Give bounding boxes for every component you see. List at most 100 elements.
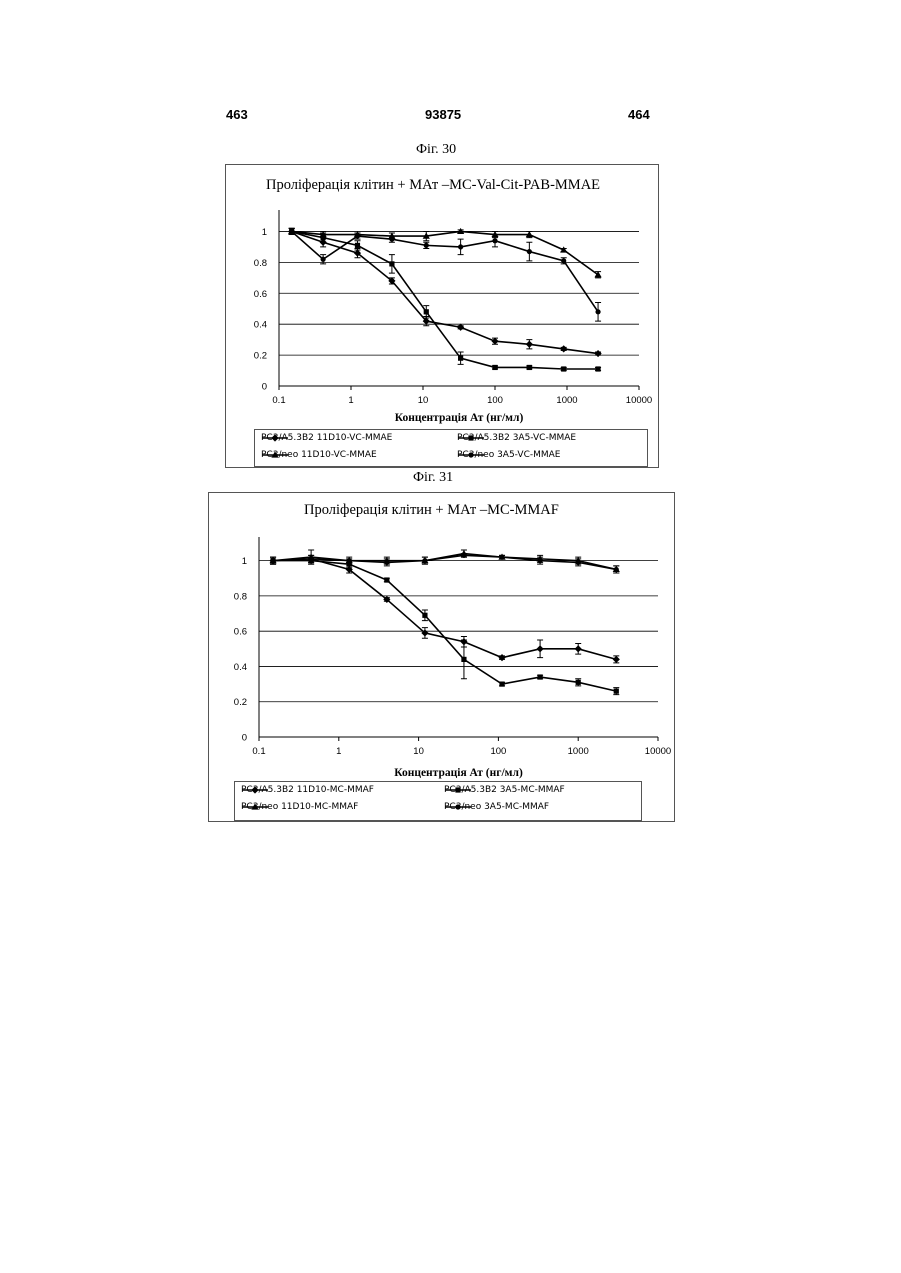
page-number-right: 464 (628, 107, 650, 122)
chart1-data-point (389, 237, 394, 242)
chart1-legend-swatch (261, 433, 289, 443)
chart1-data-point (561, 258, 566, 263)
chart1-legend-swatch (457, 450, 485, 460)
chart1-y-tick-label: 0.4 (254, 320, 267, 331)
chart1-data-point (595, 309, 600, 314)
chart1-data-point (355, 243, 360, 248)
chart2-y-tick-label: 1 (242, 556, 247, 567)
chart1-series-3 (288, 228, 602, 278)
chart1-legend-item: PC3/A5.3B2 3A5-VC-MMAE (457, 433, 576, 443)
chart2-series-4 (270, 553, 619, 573)
chart2-data-point (461, 657, 466, 662)
patent-number: 93875 (425, 107, 461, 122)
chart2-data-point (537, 674, 542, 679)
chart1-data-point (424, 243, 429, 248)
chart2-data-point (576, 560, 581, 565)
chart2-legend-marker (455, 787, 460, 792)
chart2-y-tick-label: 0.8 (234, 591, 247, 602)
chart2-x-tick-label: 100 (490, 746, 506, 757)
chart1-series-4 (289, 228, 601, 321)
chart1-x-tick-label: 1 (348, 395, 353, 406)
chart1-data-point (491, 338, 498, 345)
chart2-data-point (613, 656, 620, 663)
chart1-data-point (594, 350, 601, 357)
chart1-x-tick-label: 0.1 (272, 395, 285, 406)
chart-figure-30-legend: PC3/A5.3B2 11D10-VC-MMAEPC3/A5.3B2 3A5-V… (254, 429, 648, 467)
chart1-y-tick-label: 0.8 (254, 258, 267, 269)
chart2-data-point (422, 613, 427, 618)
chart1-x-axis-label: Концентрація Ат (нг/мл) (395, 412, 524, 424)
chart2-title: Проліферація клітин + МАт –MC-MMAF (304, 502, 559, 518)
chart2-data-point (576, 680, 581, 685)
figure-30-label: Фіг. 30 (416, 142, 456, 158)
chart2-legend-swatch (444, 802, 472, 812)
chart1-data-point (527, 249, 532, 254)
chart2-legend-item: PC3/neo 3A5-MC-MMAF (444, 802, 549, 812)
chart1-series-2 (289, 228, 601, 371)
chart1-data-point (457, 324, 464, 331)
chart2-data-point (461, 553, 466, 558)
chart2-data-point (309, 556, 314, 561)
chart2-legend-item: PC3/A5.3B2 11D10-MC-MMAF (241, 785, 374, 795)
chart2-data-point (575, 645, 582, 652)
chart1-data-point (389, 261, 394, 266)
chart2-data-point (347, 558, 352, 563)
chart-figure-31: Проліферація клітин + МАт –MC-MMAF00.20.… (208, 492, 675, 822)
chart2-x-tick-label: 1000 (568, 746, 589, 757)
chart1-x-tick-label: 100 (487, 395, 503, 406)
chart2-data-point (537, 558, 542, 563)
chart1-y-tick-label: 0 (262, 382, 267, 393)
chart1-data-point (560, 345, 567, 352)
chart1-data-point (458, 356, 463, 361)
chart1-legend-marker (468, 452, 473, 457)
chart1-data-point (492, 238, 497, 243)
chart2-data-point (422, 558, 427, 563)
chart2-legend-swatch (241, 802, 269, 812)
chart1-series-line (292, 231, 598, 311)
chart1-legend-marker (271, 434, 278, 441)
chart1-legend-swatch (261, 450, 289, 460)
chart-figure-30: Проліферація клітин + МАт –MC-Val-Cit-PA… (225, 164, 659, 468)
figure-31-label: Фіг. 31 (413, 470, 453, 486)
chart1-legend-swatch (457, 433, 485, 443)
chart1-data-point (492, 365, 497, 370)
chart2-data-point (270, 558, 275, 563)
chart1-data-point (355, 233, 360, 238)
chart-figure-31-svg: Проліферація клітин + МАт –MC-MMAF00.20.… (209, 493, 674, 821)
chart1-x-tick-label: 10 (418, 395, 429, 406)
chart2-legend-item: PC3/A5.3B2 3A5-MC-MMAF (444, 785, 565, 795)
chart1-legend-marker (468, 435, 473, 440)
chart1-title: Проліферація клітин + МАт –MC-Val-Cit-PA… (266, 177, 600, 193)
chart2-data-point (498, 654, 505, 661)
chart2-y-tick-label: 0.2 (234, 697, 247, 708)
chart1-data-point (424, 309, 429, 314)
chart1-data-point (321, 257, 326, 262)
chart1-x-tick-label: 1000 (556, 395, 577, 406)
chart2-data-point (614, 567, 619, 572)
chart1-series-line (292, 231, 598, 274)
chart2-series-2 (270, 557, 619, 695)
chart2-series-line (273, 561, 616, 692)
chart1-y-tick-label: 0.6 (254, 289, 267, 300)
chart-figure-31-legend: PC3/A5.3B2 11D10-MC-MMAF PC3/A5.3B2 3A5-M… (234, 781, 642, 821)
chart2-data-point (499, 681, 504, 686)
chart2-series-1 (269, 555, 619, 663)
chart2-x-tick-label: 10000 (645, 746, 671, 757)
chart1-data-point (289, 229, 294, 234)
chart1-y-tick-label: 0.2 (254, 351, 267, 362)
chart1-legend-item: PC3/neo 3A5-VC-MMAE (457, 450, 560, 460)
chart1-x-tick-label: 10000 (626, 395, 652, 406)
chart-figure-30-svg: Проліферація клітин + МАт –MC-Val-Cit-PA… (226, 165, 658, 467)
chart2-legend-swatch (444, 785, 472, 795)
chart2-x-tick-label: 1 (336, 746, 341, 757)
chart1-series-line (292, 231, 598, 369)
chart2-data-point (499, 555, 504, 560)
chart2-y-tick-label: 0.6 (234, 627, 247, 638)
chart1-data-point (527, 365, 532, 370)
chart2-legend-item: PC3/neo 11D10-MC-MMAF (241, 802, 358, 812)
chart1-legend-item: PC3/neo 11D10-VC-MMAE (261, 450, 377, 460)
chart2-data-point (384, 560, 389, 565)
chart1-data-point (561, 366, 566, 371)
chart2-x-axis-label: Концентрація Ат (нг/мл) (394, 767, 523, 779)
chart2-data-point (384, 577, 389, 582)
